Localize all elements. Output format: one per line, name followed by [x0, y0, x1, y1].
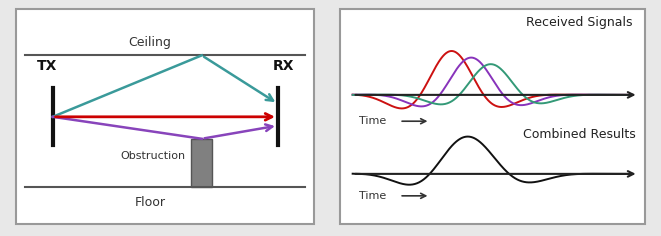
- FancyBboxPatch shape: [340, 9, 644, 224]
- FancyBboxPatch shape: [17, 9, 314, 224]
- Text: TX: TX: [36, 59, 57, 73]
- Text: Received Signals: Received Signals: [526, 16, 633, 29]
- Bar: [191, 139, 212, 187]
- Text: Obstruction: Obstruction: [120, 151, 186, 161]
- Text: Combined Results: Combined Results: [523, 128, 636, 141]
- Text: Floor: Floor: [135, 196, 165, 209]
- Text: Time: Time: [359, 191, 386, 201]
- Text: Time: Time: [359, 116, 386, 126]
- Text: Ceiling: Ceiling: [129, 36, 171, 49]
- Text: RX: RX: [273, 59, 295, 73]
